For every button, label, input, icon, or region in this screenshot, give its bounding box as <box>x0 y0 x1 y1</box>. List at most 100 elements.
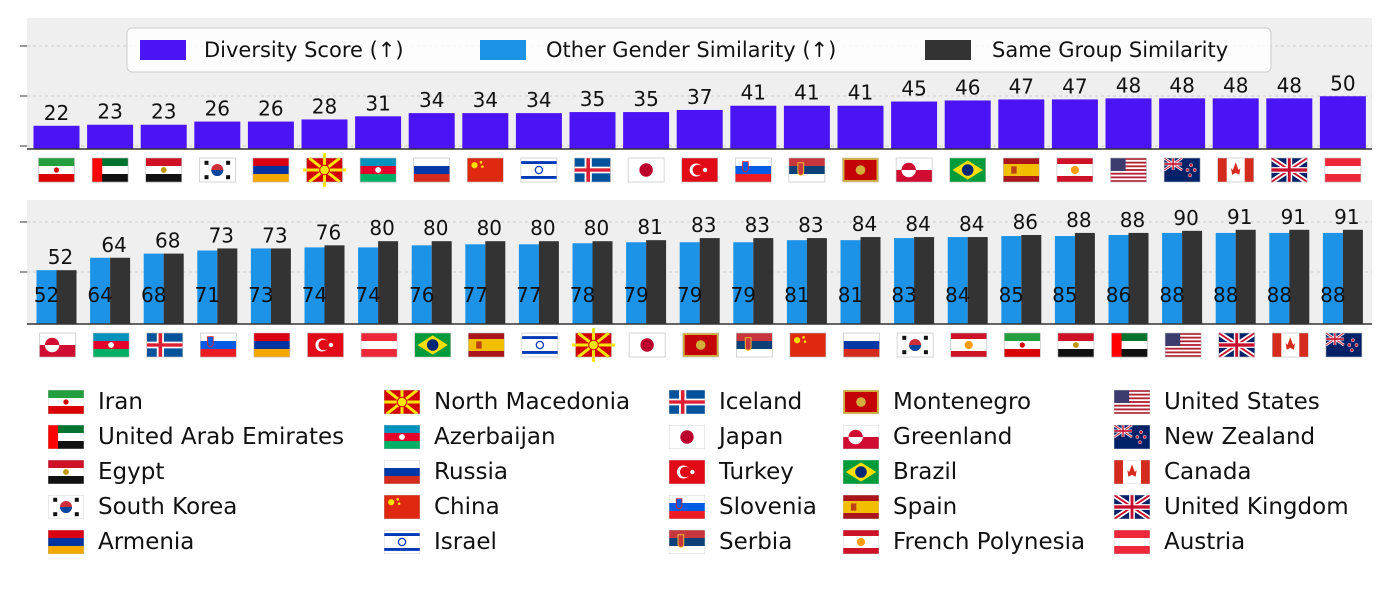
flag-united-arab-emirates-icon <box>91 157 129 183</box>
diversity-value-label: 34 <box>473 88 498 112</box>
country-legend-item: Iceland <box>669 384 817 419</box>
country-legend-item: Armenia <box>48 524 344 559</box>
flag-turkey-icon <box>669 459 705 484</box>
other-gender-value-label: 88 <box>1213 283 1238 307</box>
flag-azerbaijan-icon <box>384 424 420 449</box>
country-flag-icon <box>48 494 84 519</box>
country-flag-icon <box>669 459 705 484</box>
country-flag-icon <box>669 529 705 554</box>
flag-japan-icon <box>669 424 705 449</box>
country-name: Brazil <box>893 458 958 485</box>
flag-united-arab-emirates-icon <box>48 424 84 449</box>
diversity-value-label: 34 <box>526 88 551 112</box>
same-group-bar <box>56 270 77 324</box>
flag-serbia-icon <box>735 332 773 358</box>
diversity-value-label: 48 <box>1116 73 1141 97</box>
flag-french-polynesia-icon <box>1056 157 1094 183</box>
same-group-bar <box>431 241 452 324</box>
country-flag-icon <box>669 494 705 519</box>
other-gender-bar <box>1054 236 1075 324</box>
flag-armenia-icon <box>253 332 291 358</box>
other-gender-value-label: 77 <box>463 283 488 307</box>
diversity-bar <box>944 100 991 149</box>
same-group-value-label: 90 <box>1173 206 1198 230</box>
same-group-bar <box>1021 234 1042 324</box>
flag-israel-icon <box>384 529 420 554</box>
diversity-bar <box>247 121 294 149</box>
other-gender-value-label: 86 <box>1106 283 1131 307</box>
diversity-bar <box>730 105 777 149</box>
other-gender-value-label: 68 <box>141 283 166 307</box>
other-gender-bar <box>518 244 539 324</box>
flag-turkey-icon <box>681 157 719 183</box>
country-name: North Macedonia <box>434 388 631 415</box>
country-legend-item: Turkey <box>669 454 817 489</box>
flag-russia-icon <box>413 157 451 183</box>
other-gender-value-label: 83 <box>891 283 916 307</box>
same-group-value-label: 80 <box>530 216 555 240</box>
flag-turkey-icon <box>307 332 344 358</box>
same-group-value-label: 84 <box>905 212 930 236</box>
country-legend-column: Montenegro Greenland Brazil Spain French Pol… <box>843 384 1085 559</box>
diversity-value-label: 41 <box>741 81 766 105</box>
country-flag-icon <box>843 459 879 484</box>
country-legend-column: Iceland Japan Turkey Slovenia Serbia <box>669 384 817 559</box>
diversity-value-label: 46 <box>955 75 980 99</box>
country-flag-icon <box>669 389 705 414</box>
flag-china-icon <box>466 157 504 183</box>
same-group-bar <box>967 237 988 324</box>
country-legend-item: Slovenia <box>669 489 817 524</box>
diversity-bar <box>998 99 1045 149</box>
flag-united-arab-emirates-icon <box>1111 332 1148 358</box>
diversity-bar <box>462 113 509 149</box>
other-gender-bar <box>304 247 325 324</box>
other-gender-bar <box>465 244 486 324</box>
other-gender-value-label: 74 <box>355 283 380 307</box>
other-gender-value-label: 84 <box>945 283 970 307</box>
other-gender-bar <box>250 248 271 324</box>
series-legend: Diversity Score (↑) Other Gender Similar… <box>126 27 1272 73</box>
same-group-value-label: 73 <box>262 223 287 247</box>
diversity-bar <box>569 112 616 149</box>
flag-united-states-icon <box>1110 157 1147 183</box>
diversity-value-label: 45 <box>901 77 926 101</box>
flag-north-macedonia-icon <box>302 153 347 187</box>
same-group-value-label: 80 <box>477 216 502 240</box>
other-gender-bar <box>840 240 861 324</box>
other-gender-bar <box>1001 236 1022 324</box>
flag-french-polynesia-icon <box>950 332 988 358</box>
country-name: Japan <box>719 423 784 450</box>
flag-spain-icon <box>1002 157 1040 183</box>
country-name: Egypt <box>98 458 165 485</box>
flag-china-icon <box>789 332 827 358</box>
same-group-value-label: 64 <box>101 233 126 257</box>
diversity-bar <box>301 119 348 149</box>
same-group-value-label: 86 <box>1013 210 1038 234</box>
flag-russia-icon <box>384 459 420 484</box>
series-legend-box <box>126 27 1272 73</box>
same-group-bar <box>1128 232 1149 324</box>
diversity-value-label: 28 <box>312 94 337 118</box>
other-gender-value-label: 52 <box>34 283 59 307</box>
diversity-bar <box>194 121 241 149</box>
other-gender-value-label: 76 <box>409 283 434 307</box>
diversity-value-label: 34 <box>419 88 444 112</box>
other-gender-value-label: 79 <box>677 283 702 307</box>
other-gender-bar <box>947 237 968 324</box>
country-legend-item: Canada <box>1114 454 1349 489</box>
country-legend-item: China <box>384 489 630 524</box>
country-name: Slovenia <box>719 493 817 520</box>
same-group-bar <box>217 248 238 324</box>
legend-swatch-other <box>480 40 526 60</box>
country-legend-item: United Kingdom <box>1114 489 1349 524</box>
bottom-panel: 52 52 64 64 68 68 73 71 73 73 76 74 80 74 80 76 80 77 80 77… <box>20 200 1372 362</box>
country-legend-item: New Zealand <box>1114 419 1349 454</box>
same-group-bar <box>1289 229 1310 324</box>
diversity-bar <box>408 113 455 149</box>
flag-israel-icon <box>521 332 559 358</box>
country-name: China <box>434 493 500 520</box>
flag-montenegro-icon <box>842 157 879 183</box>
country-legend-item: Japan <box>669 419 817 454</box>
country-name: South Korea <box>98 493 238 520</box>
same-group-value-label: 91 <box>1227 205 1252 229</box>
